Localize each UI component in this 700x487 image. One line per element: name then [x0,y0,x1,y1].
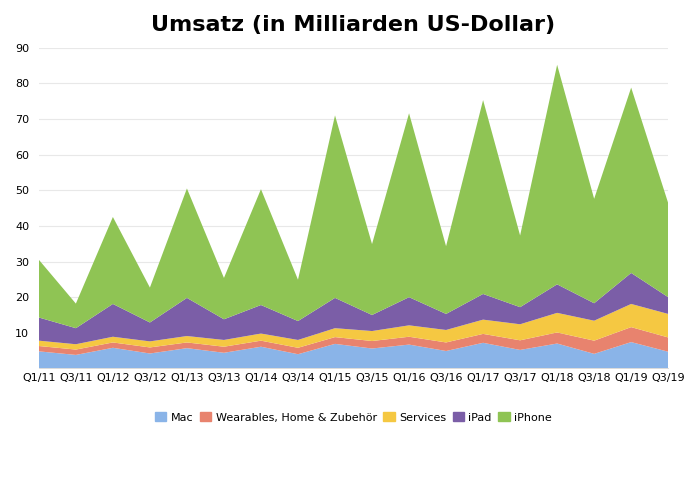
Title: Umsatz (in Milliarden US-Dollar): Umsatz (in Milliarden US-Dollar) [151,15,556,35]
Legend: Mac, Wearables, Home & Zubehör, Services, iPad, iPhone: Mac, Wearables, Home & Zubehör, Services… [151,408,556,427]
